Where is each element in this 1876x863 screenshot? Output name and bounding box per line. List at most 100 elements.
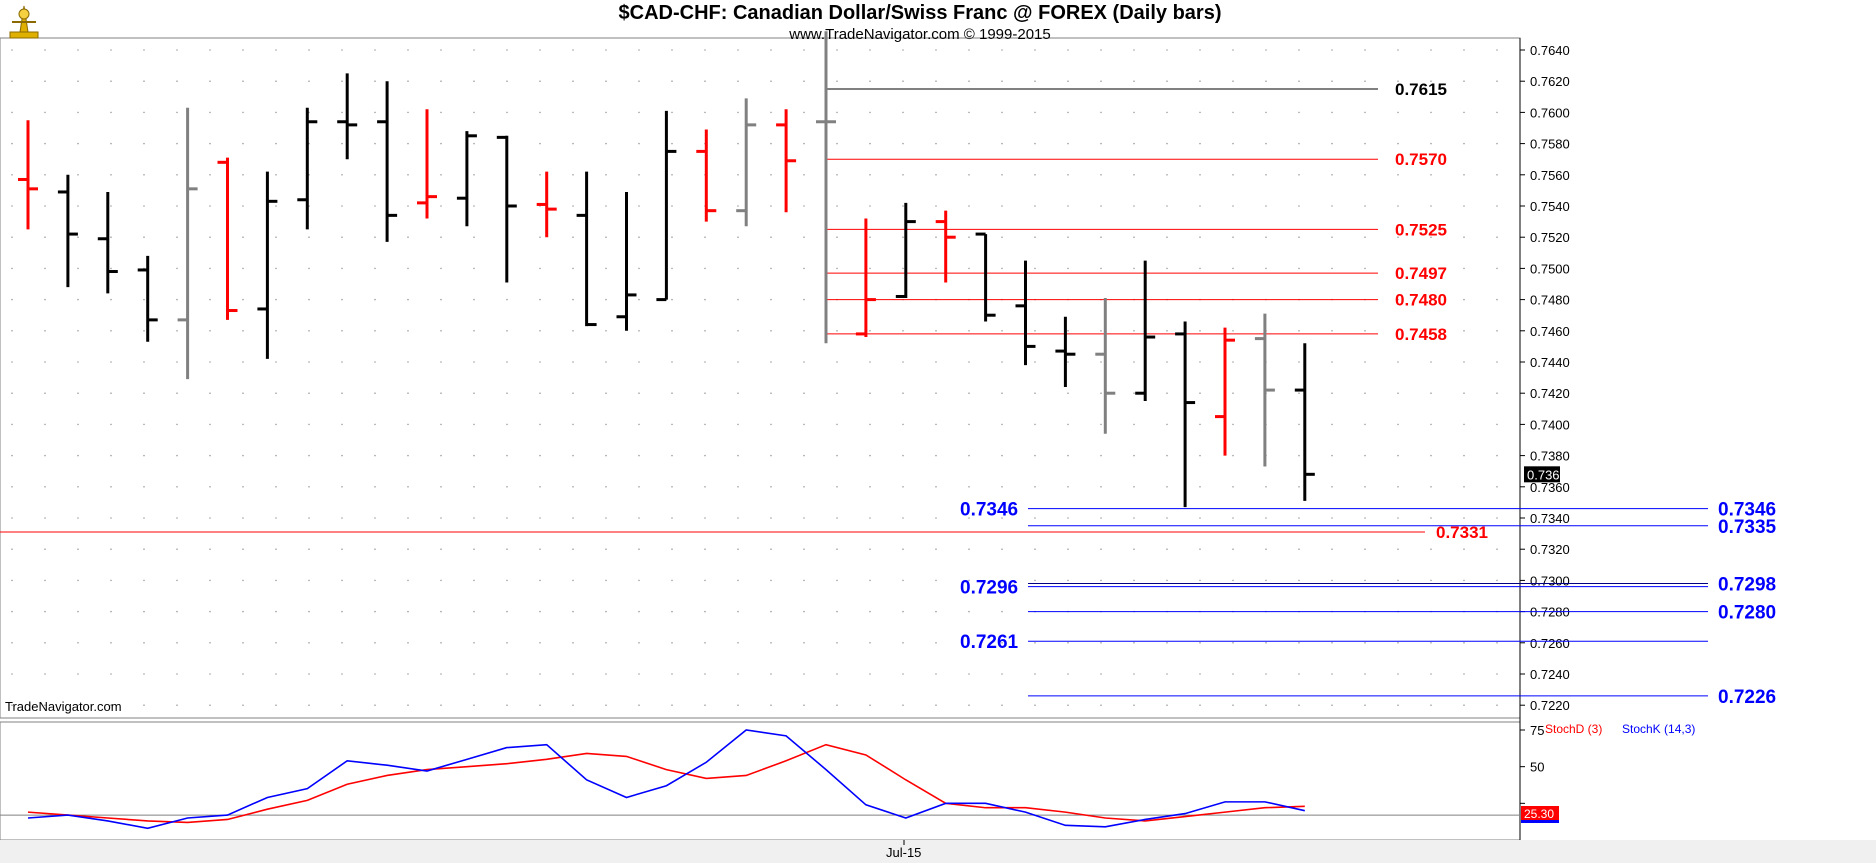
grid-dot bbox=[209, 361, 211, 363]
grid-dot bbox=[341, 423, 343, 426]
grid-dot bbox=[1133, 111, 1135, 114]
grid-dot bbox=[11, 423, 13, 426]
grid-dot bbox=[1463, 298, 1465, 301]
stoch-last-box-blue bbox=[1521, 820, 1559, 823]
grid-dot bbox=[11, 704, 13, 706]
grid-dot bbox=[1496, 361, 1498, 363]
grid-dot bbox=[770, 704, 772, 706]
grid-dot bbox=[143, 174, 145, 176]
grid-dot bbox=[1166, 704, 1168, 706]
grid-dot bbox=[737, 704, 739, 706]
grid-dot bbox=[1430, 298, 1432, 301]
grid-dot bbox=[671, 236, 673, 238]
grid-dot bbox=[935, 579, 937, 582]
grid-dot bbox=[1232, 111, 1234, 114]
y-tick-label: 0.7480 bbox=[1530, 293, 1570, 308]
grid-dot bbox=[638, 610, 640, 613]
grid-dot bbox=[374, 673, 376, 675]
grid-dot bbox=[836, 80, 838, 82]
grid-dot bbox=[671, 673, 673, 675]
grid-dot bbox=[638, 111, 640, 114]
level-label-red: 0.7570 bbox=[1395, 150, 1447, 169]
stoch-series-line bbox=[27, 743, 1305, 824]
grid-dot bbox=[803, 111, 805, 114]
grid-dot bbox=[209, 236, 211, 238]
grid-dot bbox=[1166, 80, 1168, 82]
grid-dot bbox=[1199, 142, 1201, 145]
grid-dot bbox=[803, 704, 805, 706]
grid-dot bbox=[935, 205, 937, 207]
grid-dot bbox=[1166, 236, 1168, 238]
grid-dot bbox=[1463, 673, 1465, 675]
grid-dot bbox=[539, 236, 541, 238]
chart-frame bbox=[0, 37, 1876, 863]
grid-dot bbox=[1430, 517, 1432, 519]
grid-dot bbox=[176, 610, 178, 613]
grid-dot bbox=[1001, 454, 1003, 457]
grid-dot bbox=[77, 298, 79, 301]
grid-dot bbox=[1430, 330, 1432, 332]
grid-dot bbox=[1364, 548, 1366, 550]
ohlc-bar bbox=[456, 131, 477, 227]
grid-dot bbox=[176, 111, 178, 114]
grid-dot bbox=[275, 111, 277, 114]
grid-dot bbox=[605, 517, 607, 519]
grid-dot bbox=[605, 704, 607, 706]
level-label-black: 0.7615 bbox=[1395, 80, 1447, 99]
grid-dot bbox=[176, 142, 178, 145]
grid-dot bbox=[341, 517, 343, 519]
grid-dot bbox=[968, 236, 970, 238]
grid-dot bbox=[440, 454, 442, 457]
grid-dot bbox=[968, 610, 970, 613]
grid-dot bbox=[440, 267, 442, 270]
grid-dot bbox=[770, 392, 772, 395]
grid-dot bbox=[638, 486, 640, 488]
grid-dot bbox=[275, 49, 277, 51]
grid-dot bbox=[572, 80, 574, 82]
grid-dot bbox=[176, 673, 178, 675]
grid-dot bbox=[836, 548, 838, 550]
grid-dot bbox=[242, 423, 244, 426]
level-label-red: 0.7525 bbox=[1395, 220, 1447, 239]
grid-dot bbox=[1133, 517, 1135, 519]
grid-dot bbox=[539, 330, 541, 332]
grid-dot bbox=[1166, 142, 1168, 145]
grid-dot bbox=[1199, 111, 1201, 114]
grid-dot bbox=[737, 548, 739, 550]
grid-dot bbox=[836, 579, 838, 582]
grid-dot bbox=[1298, 517, 1300, 519]
grid-dot bbox=[1166, 548, 1168, 550]
grid-dot bbox=[869, 579, 871, 582]
grid-dot bbox=[737, 392, 739, 395]
grid-dot bbox=[1364, 142, 1366, 145]
grid-dot bbox=[341, 330, 343, 332]
grid-dot bbox=[836, 486, 838, 488]
grid-dot bbox=[1463, 142, 1465, 145]
grid-dot bbox=[11, 454, 13, 457]
grid-dot bbox=[1430, 361, 1432, 363]
grid-dot bbox=[11, 236, 13, 238]
ohlc-bar bbox=[855, 218, 876, 338]
grid-dot bbox=[836, 642, 838, 644]
grid-dot bbox=[935, 174, 937, 176]
grid-dot bbox=[803, 267, 805, 270]
grid-dot bbox=[869, 205, 871, 207]
grid-dot bbox=[1133, 361, 1135, 363]
grid-dot bbox=[1496, 704, 1498, 706]
grid-dot bbox=[1331, 579, 1333, 582]
grid-dot bbox=[1034, 205, 1036, 207]
grid-dot bbox=[1298, 111, 1300, 114]
grid-dot bbox=[1166, 49, 1168, 51]
grid-dot bbox=[935, 610, 937, 613]
grid-dot bbox=[1100, 205, 1102, 207]
grid-dot bbox=[440, 517, 442, 519]
grid-dot bbox=[308, 517, 310, 519]
grid-dot bbox=[176, 361, 178, 363]
grid-dot bbox=[1034, 673, 1036, 675]
grid-dot bbox=[968, 704, 970, 706]
grid-dot bbox=[902, 174, 904, 176]
grid-dot bbox=[1496, 423, 1498, 426]
grid-dot bbox=[1166, 205, 1168, 207]
grid-dot bbox=[44, 174, 46, 176]
grid-dot bbox=[407, 642, 409, 644]
